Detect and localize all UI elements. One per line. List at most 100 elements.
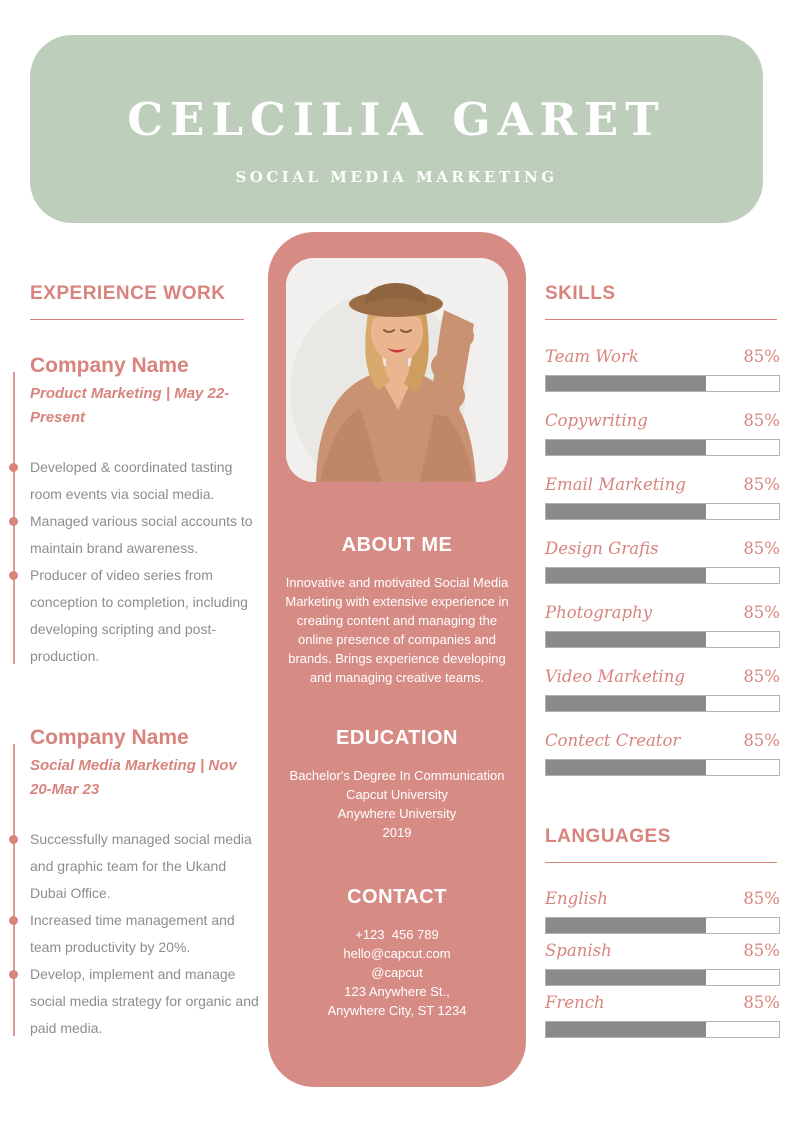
- skill-head: Team Work 85%: [545, 347, 780, 366]
- person-name: CELCILIA GARET: [127, 93, 666, 146]
- skill-progress-bar: [545, 567, 780, 584]
- experience-divider: [30, 319, 244, 320]
- job-entry-2: Company Name Social Media Marketing | No…: [9, 726, 260, 1042]
- person-role: SOCIAL MEDIA MARKETING: [235, 168, 558, 186]
- skill-progress-fill: [546, 504, 706, 519]
- skill-item: Design Grafis 85%: [545, 539, 780, 584]
- skill-label: Photography: [545, 603, 653, 622]
- skill-item: Email Marketing 85%: [545, 475, 780, 520]
- contact-line: @capcut: [371, 965, 423, 980]
- job-bullet-list: Developed & coordinated tasting room eve…: [9, 454, 260, 670]
- language-progress-fill: [546, 918, 706, 933]
- skill-label: Copywriting: [545, 411, 648, 430]
- job-entry-1: Company Name Product Marketing | May 22-…: [9, 354, 260, 670]
- contact-line: Anywhere City, ST 1234: [327, 1003, 467, 1018]
- job-bullet: Increased time management and team produ…: [9, 907, 260, 961]
- education-line: Capcut University: [346, 787, 448, 802]
- skill-progress-bar: [545, 439, 780, 456]
- job-bullet: Developed & coordinated tasting room eve…: [9, 454, 260, 508]
- skill-label: Contect Creator: [545, 731, 681, 750]
- job-bullet-list: Successfully managed social media and gr…: [9, 826, 260, 1042]
- job-bullet: Successfully managed social media and gr…: [9, 826, 260, 907]
- contact-line: +123 456 789: [355, 927, 439, 942]
- job-meta: Product Marketing | May 22-Present: [30, 385, 230, 426]
- language-head: Spanish 85%: [545, 941, 780, 960]
- language-item: English 85%: [545, 889, 780, 934]
- language-label: French: [545, 993, 605, 1012]
- education-line: Anywhere University: [337, 806, 457, 821]
- language-progress-bar: [545, 969, 780, 986]
- skill-label: Team Work: [545, 347, 639, 366]
- job-bullet: Develop, implement and manage social med…: [9, 961, 260, 1042]
- skill-item: Contect Creator 85%: [545, 731, 780, 776]
- job-bullet: Producer of video series from conception…: [9, 562, 260, 670]
- skill-head: Design Grafis 85%: [545, 539, 780, 558]
- languages-divider: [545, 862, 777, 863]
- contact-title: CONTACT: [347, 886, 447, 908]
- language-progress-bar: [545, 1021, 780, 1038]
- skill-label: Email Marketing: [545, 475, 686, 494]
- skill-progress-bar: [545, 503, 780, 520]
- header-banner: CELCILIA GARET SOCIAL MEDIA MARKETING: [30, 35, 763, 223]
- language-label: Spanish: [545, 941, 612, 960]
- skill-progress-fill: [546, 760, 706, 775]
- skill-label: Design Grafis: [545, 539, 659, 558]
- skill-item: Team Work 85%: [545, 347, 780, 392]
- language-percent: 85%: [743, 993, 780, 1012]
- skill-label: Video Marketing: [545, 667, 685, 686]
- skills-divider: [545, 319, 777, 320]
- skill-progress-bar: [545, 695, 780, 712]
- job-meta: Social Media Marketing | Nov 20-Mar 23: [30, 757, 237, 798]
- language-item: Spanish 85%: [545, 941, 780, 986]
- portrait-photo: [286, 258, 508, 482]
- skill-progress-bar: [545, 375, 780, 392]
- skill-head: Copywriting 85%: [545, 411, 780, 430]
- language-percent: 85%: [743, 889, 780, 908]
- skill-item: Video Marketing 85%: [545, 667, 780, 712]
- skill-progress-fill: [546, 440, 706, 455]
- skill-percent: 85%: [743, 603, 780, 622]
- language-progress-fill: [546, 1022, 706, 1037]
- language-item: French 85%: [545, 993, 780, 1038]
- skill-head: Contect Creator 85%: [545, 731, 780, 750]
- job-bullet: Managed various social accounts to maint…: [9, 508, 260, 562]
- language-progress-fill: [546, 970, 706, 985]
- skill-percent: 85%: [743, 667, 780, 686]
- about-title: ABOUT ME: [341, 534, 453, 556]
- language-progress-bar: [545, 917, 780, 934]
- about-text: Innovative and motivated Social Media Ma…: [285, 575, 509, 685]
- skill-percent: 85%: [743, 411, 780, 430]
- profile-panel: ABOUT ME Innovative and motivated Social…: [268, 232, 526, 1087]
- contact-line: 123 Anywhere St.,: [344, 984, 450, 999]
- company-name: Company Name: [30, 354, 189, 377]
- contact-line: hello@capcut.com: [343, 946, 451, 961]
- timeline-line: [13, 744, 15, 1036]
- skills-section: SKILLS Team Work 85% Copywriting 85% Ema…: [545, 283, 780, 1038]
- language-head: English 85%: [545, 889, 780, 908]
- skill-percent: 85%: [743, 347, 780, 366]
- company-name: Company Name: [30, 726, 189, 749]
- skill-head: Video Marketing 85%: [545, 667, 780, 686]
- skill-progress-bar: [545, 759, 780, 776]
- portrait-illustration: [286, 258, 508, 482]
- skill-item: Copywriting 85%: [545, 411, 780, 456]
- skills-title: SKILLS: [545, 283, 616, 304]
- skill-progress-fill: [546, 632, 706, 647]
- skill-head: Email Marketing 85%: [545, 475, 780, 494]
- education-line: 2019: [382, 825, 412, 840]
- languages-title: LANGUAGES: [545, 826, 671, 847]
- skill-progress-fill: [546, 696, 706, 711]
- experience-title: EXPERIENCE WORK: [30, 283, 226, 304]
- education-line: Bachelor's Degree In Communication: [289, 768, 505, 783]
- language-percent: 85%: [743, 941, 780, 960]
- language-head: French 85%: [545, 993, 780, 1012]
- experience-section: EXPERIENCE WORK Company Name Product Mar…: [9, 283, 260, 1042]
- skill-head: Photography 85%: [545, 603, 780, 622]
- skill-percent: 85%: [743, 475, 780, 494]
- education-lines: Bachelor's Degree In Communication Capcu…: [268, 766, 526, 842]
- skill-item: Photography 85%: [545, 603, 780, 648]
- language-label: English: [545, 889, 608, 908]
- skill-percent: 85%: [743, 539, 780, 558]
- skill-percent: 85%: [743, 731, 780, 750]
- skill-progress-fill: [546, 568, 706, 583]
